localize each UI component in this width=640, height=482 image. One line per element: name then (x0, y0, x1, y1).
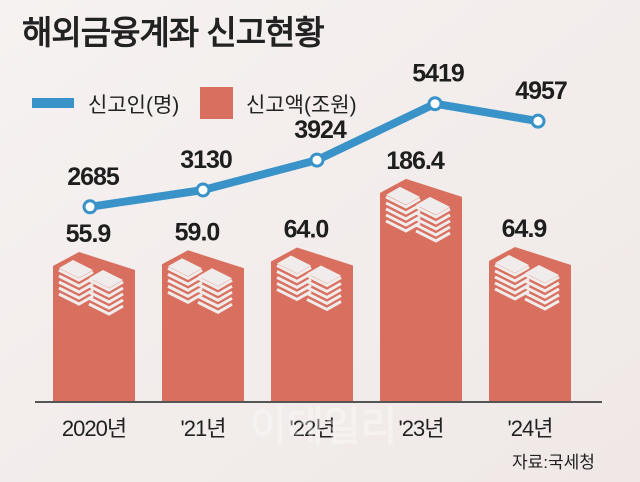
bar (380, 178, 462, 402)
labels: 55.9 2020년 59.0 '21년 64.0 '22년 186.4 '23년 64.9 '2… (62, 60, 568, 441)
bar-value-label: 59.0 (175, 218, 220, 246)
money-stack-icon (58, 259, 124, 316)
bar-4 (489, 246, 571, 402)
legend-label-amount: 신고액(조원) (246, 94, 357, 117)
money-stack-icon (276, 255, 342, 312)
x-tick-label: '22년 (290, 416, 335, 441)
line-value-label: 3924 (294, 116, 347, 144)
legend-bar-swatch (200, 87, 233, 119)
money-stack-icon (494, 254, 560, 311)
line-value-label: 4957 (515, 77, 567, 105)
legend-line-swatch (32, 98, 74, 108)
bar-0 (53, 251, 135, 402)
line-series (82, 96, 546, 215)
x-tick-label: '24년 (508, 416, 553, 441)
bar-3 (380, 178, 462, 402)
line-point (427, 96, 443, 112)
line-point (195, 182, 211, 198)
chart-title: 해외금융계좌 신고현황 (22, 14, 324, 51)
line-value-label: 2685 (67, 163, 120, 191)
bar-value-label: 64.9 (502, 215, 547, 243)
bars (53, 178, 571, 402)
money-stack-icon (385, 186, 451, 243)
legend: 신고인(명) 신고액(조원) (32, 87, 357, 119)
line-value-label: 3130 (180, 146, 232, 174)
x-tick-label: '21년 (181, 416, 226, 441)
bar-value-label: 64.0 (284, 215, 329, 243)
bar-1 (162, 250, 244, 402)
line-point (530, 113, 546, 129)
line-point (309, 152, 325, 168)
bar-2 (271, 247, 353, 402)
watermark: 이데일리 (250, 405, 397, 449)
x-tick-label: '23년 (399, 416, 444, 441)
bar-value-label: 55.9 (66, 220, 111, 248)
x-tick-label: 2020년 (62, 416, 126, 441)
line-value-label: 5419 (412, 60, 464, 88)
legend-label-people: 신고인(명) (88, 94, 179, 117)
bar-value-label: 186.4 (386, 147, 445, 175)
line-point (82, 199, 98, 215)
source-note: 자료:국세청 (512, 453, 595, 472)
money-stack-icon (167, 258, 233, 314)
